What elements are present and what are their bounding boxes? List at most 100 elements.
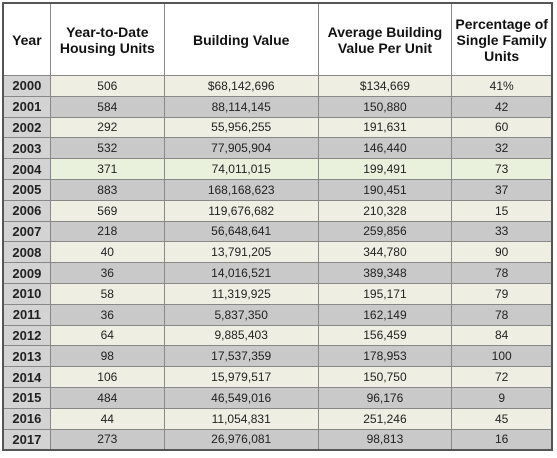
- data-cell: 218: [49, 220, 165, 243]
- data-cell: 45: [451, 407, 553, 430]
- table-header: Year Year-to-Date Housing Units Building…: [2, 2, 553, 76]
- table-row: 2002 292 55,956,255 191,631 60: [2, 116, 553, 139]
- data-cell: 60: [451, 116, 553, 139]
- year-cell: 2008: [2, 241, 51, 264]
- data-cell: 156,459: [317, 324, 453, 347]
- data-cell: 191,631: [317, 116, 453, 139]
- data-cell: 90: [451, 241, 553, 264]
- data-cell: 389,348: [317, 262, 453, 284]
- header-cell: Average Building Value Per Unit: [317, 2, 453, 76]
- data-cell: 44: [49, 407, 165, 430]
- data-cell: 56,648,641: [163, 220, 319, 243]
- data-cell: 17,537,359: [163, 345, 319, 368]
- header-cell: Building Value: [163, 2, 319, 76]
- data-cell: 16: [451, 428, 553, 451]
- table-row: 2004 371 74,011,015 199,491 73: [2, 158, 553, 180]
- data-cell: 344,780: [317, 241, 453, 264]
- data-cell: 14,016,521: [163, 262, 319, 284]
- year-cell: 2000: [2, 75, 51, 97]
- table-row: 2000 506 $68,142,696 $134,669 41%: [2, 75, 553, 97]
- data-cell: 5,837,350: [163, 303, 319, 326]
- table-row: 2015 484 46,549,016 96,176 9: [2, 386, 553, 409]
- data-cell: 98,813: [317, 428, 453, 451]
- header-cell: Percentage of Single Family Units: [451, 2, 553, 76]
- data-cell: 100: [451, 345, 553, 368]
- table-row: 2009 36 14,016,521 389,348 78: [2, 262, 553, 284]
- year-cell: 2003: [2, 137, 51, 160]
- data-cell: 96,176: [317, 386, 453, 409]
- data-cell: 41%: [451, 75, 553, 97]
- data-cell: 33: [451, 220, 553, 243]
- table-row: 2001 584 88,114,145 150,880 42: [2, 95, 553, 118]
- data-cell: 119,676,682: [163, 199, 319, 222]
- year-cell: 2017: [2, 428, 51, 451]
- data-cell: 584: [49, 95, 165, 118]
- data-cell: 11,319,925: [163, 282, 319, 305]
- data-cell: 36: [49, 303, 165, 326]
- table-row: 2017 273 26,976,081 98,813 16: [2, 428, 553, 451]
- data-cell: 210,328: [317, 199, 453, 222]
- data-cell: 98: [49, 345, 165, 368]
- data-cell: 37: [451, 178, 553, 201]
- housing-table: Year Year-to-Date Housing Units Building…: [2, 2, 553, 452]
- data-cell: 78: [451, 303, 553, 326]
- table-row: 2014 106 15,979,517 150,750 72: [2, 366, 553, 388]
- data-cell: 15,979,517: [163, 366, 319, 388]
- data-cell: 162,149: [317, 303, 453, 326]
- data-cell: 46,549,016: [163, 386, 319, 409]
- data-cell: 199,491: [317, 158, 453, 180]
- data-cell: 72: [451, 366, 553, 388]
- header-row: Year Year-to-Date Housing Units Building…: [2, 2, 553, 76]
- year-cell: 2005: [2, 178, 51, 201]
- data-cell: 9: [451, 386, 553, 409]
- year-cell: 2004: [2, 158, 51, 180]
- table-row: 2003 532 77,905,904 146,440 32: [2, 137, 553, 160]
- year-cell: 2002: [2, 116, 51, 139]
- table-row: 2010 58 11,319,925 195,171 79: [2, 282, 553, 305]
- data-cell: 36: [49, 262, 165, 284]
- data-cell: 79: [451, 282, 553, 305]
- data-cell: 77,905,904: [163, 137, 319, 160]
- data-cell: 883: [49, 178, 165, 201]
- data-cell: 78: [451, 262, 553, 284]
- data-cell: 168,168,623: [163, 178, 319, 201]
- data-cell: $134,669: [317, 75, 453, 97]
- data-cell: 150,880: [317, 95, 453, 118]
- data-cell: 32: [451, 137, 553, 160]
- year-cell: 2009: [2, 262, 51, 284]
- data-cell: 532: [49, 137, 165, 160]
- data-cell: 146,440: [317, 137, 453, 160]
- data-cell: 371: [49, 158, 165, 180]
- data-cell: 195,171: [317, 282, 453, 305]
- data-cell: 55,956,255: [163, 116, 319, 139]
- data-cell: 484: [49, 386, 165, 409]
- data-cell: 251,246: [317, 407, 453, 430]
- table-row: 2008 40 13,791,205 344,780 90: [2, 241, 553, 264]
- year-cell: 2001: [2, 95, 51, 118]
- table-row: 2016 44 11,054,831 251,246 45: [2, 407, 553, 430]
- data-cell: 259,856: [317, 220, 453, 243]
- data-cell: 569: [49, 199, 165, 222]
- year-cell: 2012: [2, 324, 51, 347]
- table-row: 2006 569 119,676,682 210,328 15: [2, 199, 553, 222]
- data-cell: 9,885,403: [163, 324, 319, 347]
- table-row: 2011 36 5,837,350 162,149 78: [2, 303, 553, 326]
- data-cell: 292: [49, 116, 165, 139]
- data-cell: 273: [49, 428, 165, 451]
- year-cell: 2015: [2, 386, 51, 409]
- year-cell: 2007: [2, 220, 51, 243]
- table-row: 2013 98 17,537,359 178,953 100: [2, 345, 553, 368]
- data-cell: 74,011,015: [163, 158, 319, 180]
- data-cell: 178,953: [317, 345, 453, 368]
- data-cell: 150,750: [317, 366, 453, 388]
- header-cell: Year-to-Date Housing Units: [49, 2, 165, 76]
- data-cell: 13,791,205: [163, 241, 319, 264]
- table-row: 2005 883 168,168,623 190,451 37: [2, 178, 553, 201]
- year-cell: 2014: [2, 366, 51, 388]
- data-cell: 26,976,081: [163, 428, 319, 451]
- data-cell: $68,142,696: [163, 75, 319, 97]
- data-cell: 73: [451, 158, 553, 180]
- year-cell: 2016: [2, 407, 51, 430]
- data-cell: 190,451: [317, 178, 453, 201]
